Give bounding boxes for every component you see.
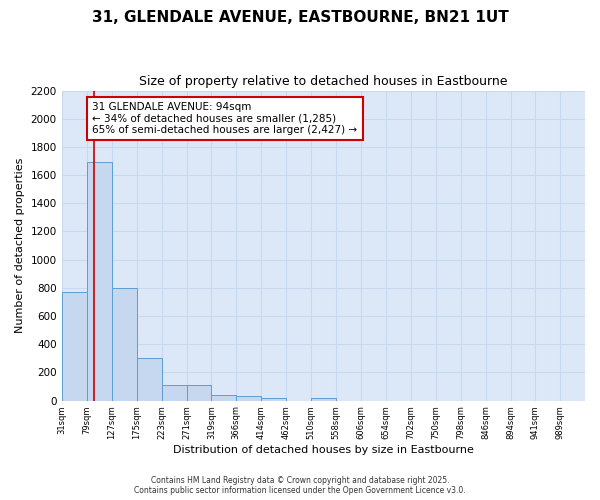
Bar (311, 398, 336, 400)
Bar (62, 292, 86, 401)
Text: 31 GLENDALE AVENUE: 94sqm
← 34% of detached houses are smaller (1,285)
65% of se: 31 GLENDALE AVENUE: 94sqm ← 34% of detac… (92, 102, 358, 135)
Y-axis label: Number of detached properties: Number of detached properties (15, 158, 25, 334)
Bar (112, 288, 137, 401)
Bar (137, 358, 161, 401)
Bar (161, 385, 187, 400)
Bar (261, 398, 286, 400)
Text: 31, GLENDALE AVENUE, EASTBOURNE, BN21 1UT: 31, GLENDALE AVENUE, EASTBOURNE, BN21 1U… (92, 10, 508, 25)
Bar (211, 395, 236, 400)
Text: Contains HM Land Registry data © Crown copyright and database right 2025.
Contai: Contains HM Land Registry data © Crown c… (134, 476, 466, 495)
Bar (187, 385, 211, 400)
Bar (86, 162, 112, 400)
Title: Size of property relative to detached houses in Eastbourne: Size of property relative to detached ho… (139, 75, 508, 88)
Bar (236, 396, 261, 400)
X-axis label: Distribution of detached houses by size in Eastbourne: Distribution of detached houses by size … (173, 445, 474, 455)
